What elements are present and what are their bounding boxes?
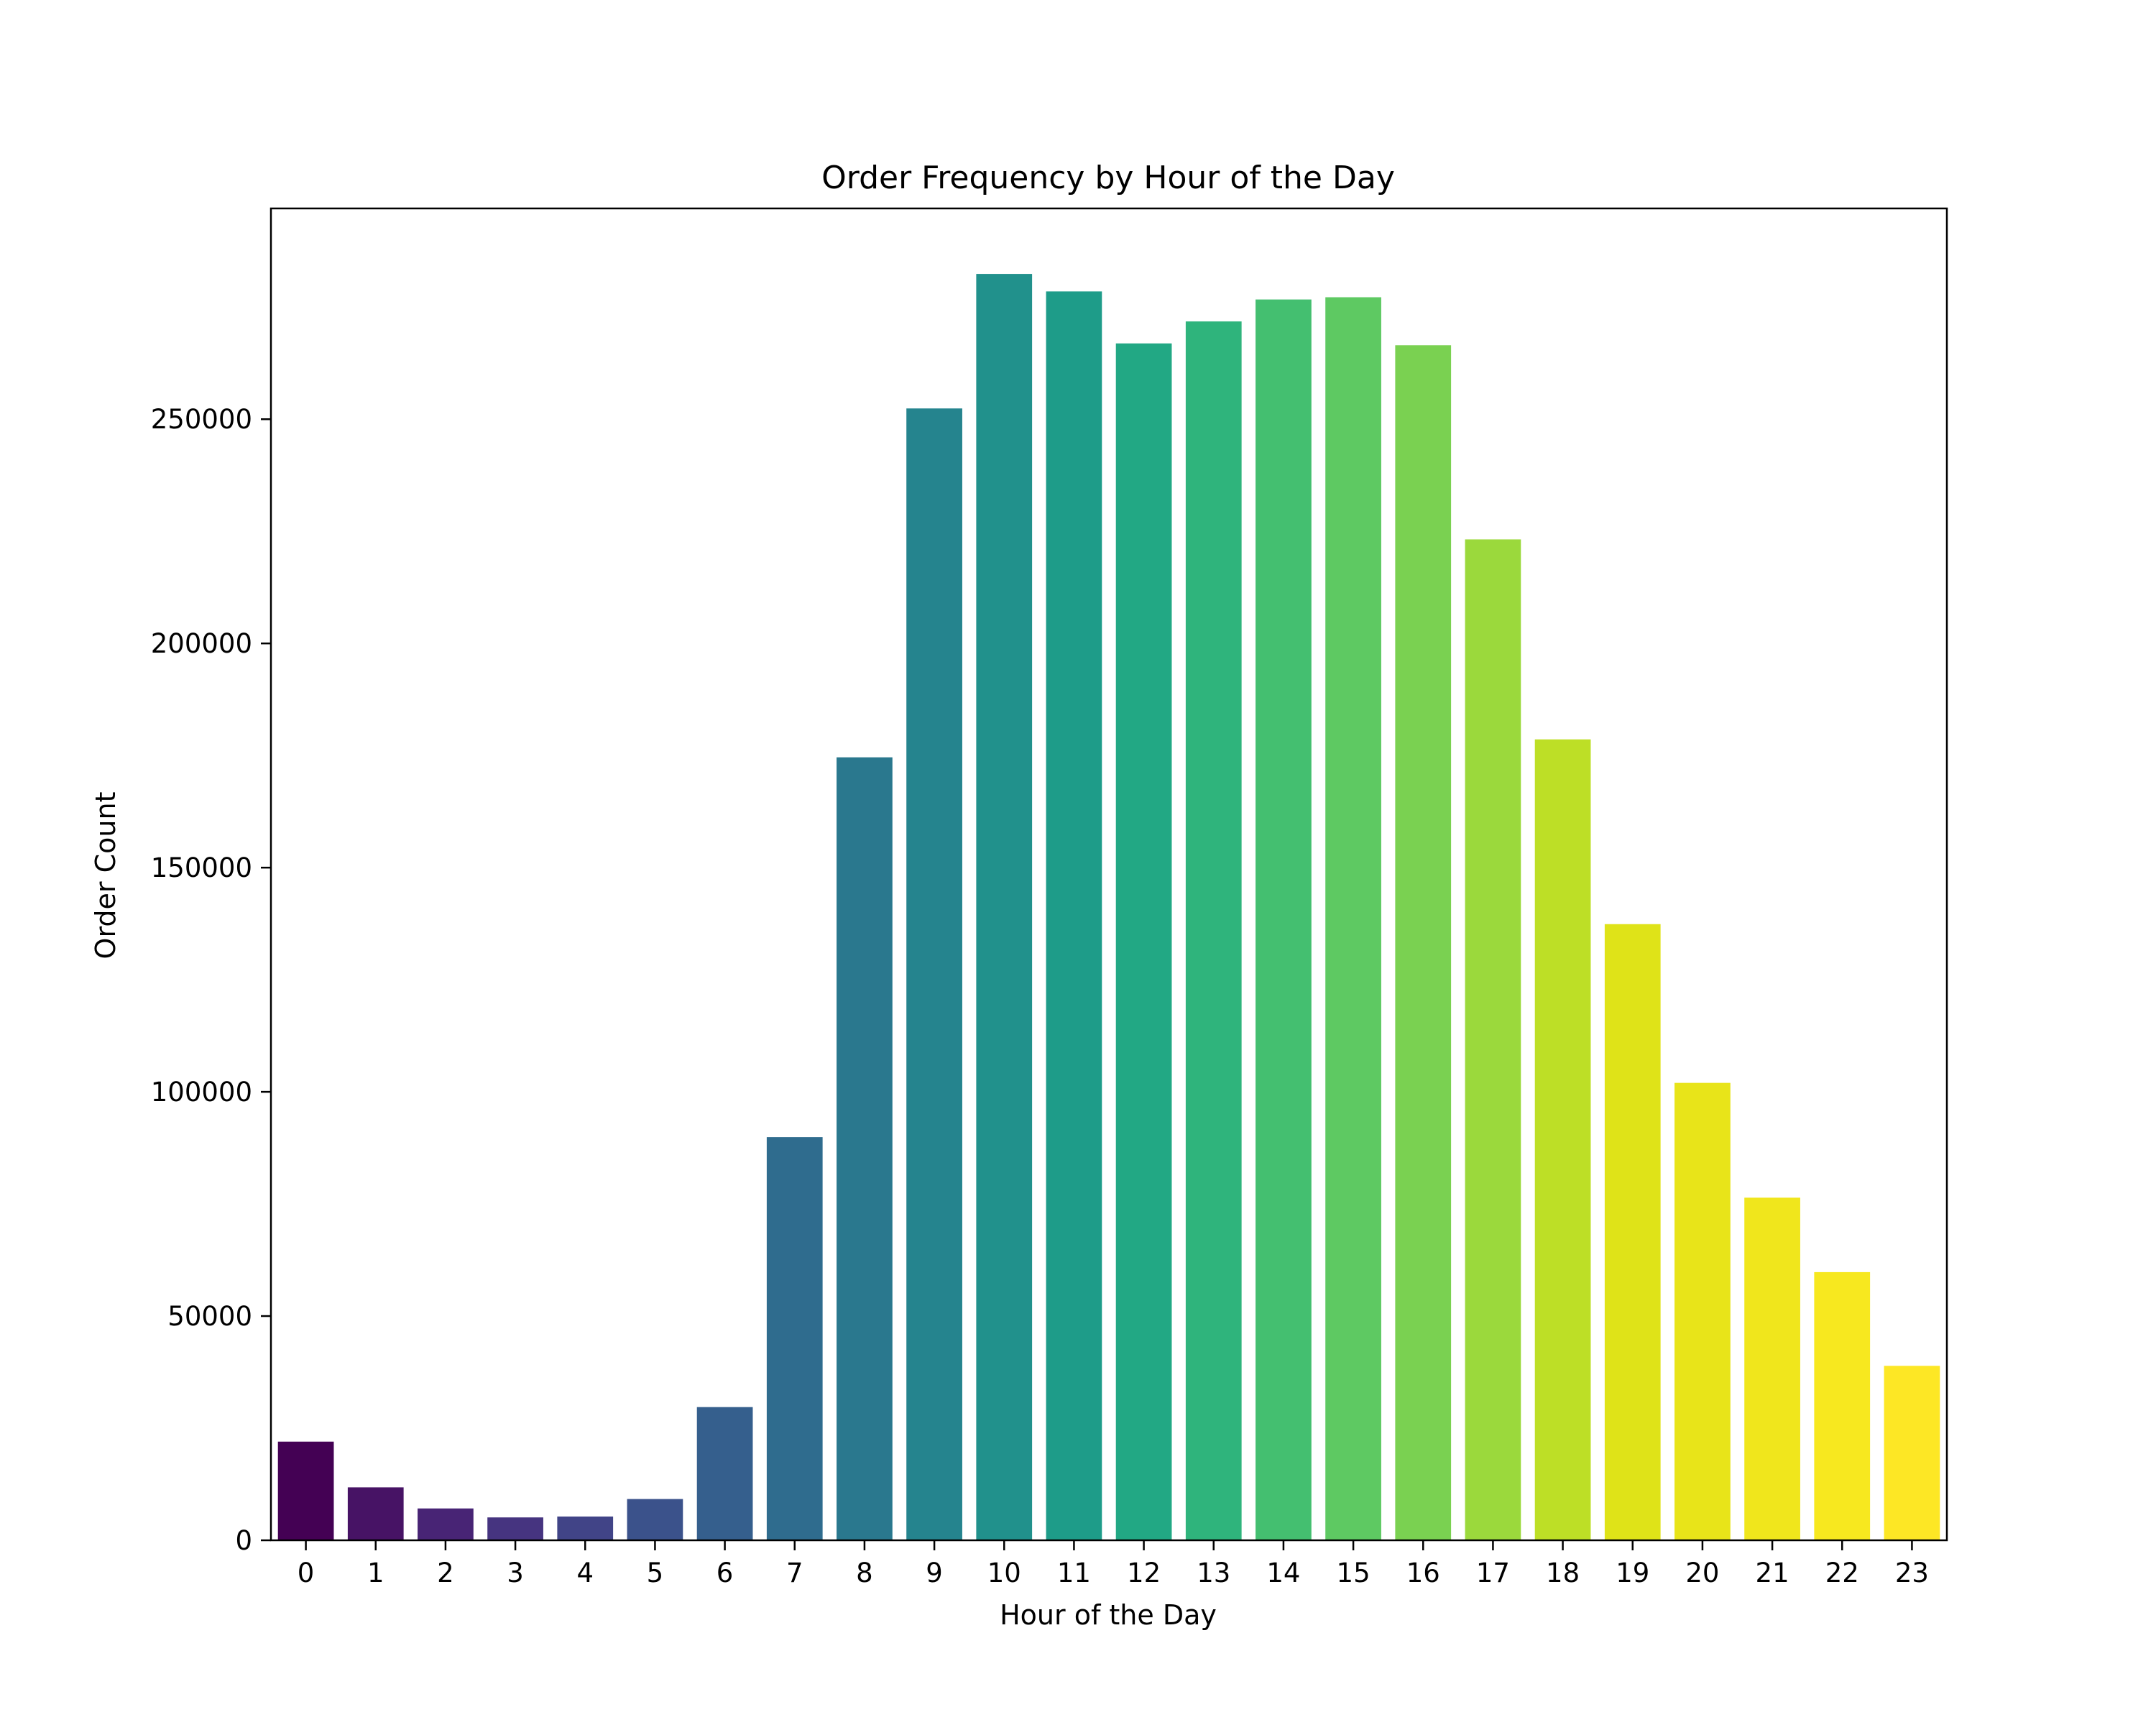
x-tick-label: 14 — [1266, 1558, 1300, 1588]
chart-title: Order Frequency by Hour of the Day — [821, 160, 1395, 196]
x-tick-label: 19 — [1616, 1558, 1649, 1588]
x-tick-label: 18 — [1546, 1558, 1580, 1588]
y-tick-label: 150000 — [151, 852, 252, 883]
bar-hour-6 — [696, 1407, 753, 1540]
y-tick-label: 200000 — [151, 628, 252, 659]
x-tick-label: 10 — [987, 1558, 1021, 1588]
x-tick-label: 1 — [367, 1558, 384, 1588]
bar-hour-10 — [976, 274, 1033, 1541]
x-tick-label: 4 — [576, 1558, 594, 1588]
bar-hour-14 — [1256, 299, 1312, 1541]
bar-hour-16 — [1395, 345, 1452, 1540]
x-tick-label: 2 — [437, 1558, 454, 1588]
y-tick-label: 250000 — [151, 404, 252, 435]
x-tick-label: 3 — [507, 1558, 524, 1588]
y-tick-label: 0 — [235, 1525, 252, 1556]
y-tick-label: 50000 — [167, 1301, 252, 1332]
bar-hour-20 — [1674, 1082, 1731, 1540]
bar-hour-15 — [1325, 297, 1381, 1540]
plot-frame — [270, 207, 1948, 1542]
x-tick-label: 17 — [1476, 1558, 1510, 1588]
bar-hour-3 — [487, 1517, 543, 1540]
x-tick-label: 12 — [1127, 1558, 1161, 1588]
bar-hour-22 — [1814, 1271, 1871, 1540]
x-axis-label: Hour of the Day — [1000, 1599, 1217, 1631]
x-tick-label: 7 — [786, 1558, 803, 1588]
bar-hour-19 — [1604, 924, 1661, 1540]
x-tick-label: 9 — [926, 1558, 943, 1588]
x-axis-ticks: 0 1 2 3 4 5 6 7 8 9 10 11 12 13 14 15 16 17 18 19 20 21 22 23 — [298, 1540, 1929, 1588]
x-tick-label: 20 — [1685, 1558, 1719, 1588]
x-tick-label: 6 — [717, 1558, 734, 1588]
bar-hour-4 — [557, 1516, 614, 1540]
bar-hour-11 — [1046, 291, 1102, 1540]
bar-hour-23 — [1884, 1366, 1940, 1540]
x-tick-label: 5 — [647, 1558, 664, 1588]
x-tick-label: 15 — [1337, 1558, 1370, 1588]
x-tick-label: 11 — [1057, 1558, 1091, 1588]
y-axis-ticks: 0 50000 100000 150000 200000 250000 — [151, 404, 271, 1556]
bar-hour-5 — [627, 1499, 683, 1540]
x-tick-label: 21 — [1756, 1558, 1789, 1588]
bars-group — [277, 274, 1940, 1541]
x-tick-label: 22 — [1825, 1558, 1859, 1588]
bar-hour-0 — [277, 1441, 334, 1540]
y-axis-label: Order Count — [90, 792, 121, 960]
x-tick-label: 0 — [298, 1558, 315, 1588]
bar-hour-21 — [1744, 1197, 1800, 1540]
y-tick-label: 100000 — [151, 1077, 252, 1108]
bar-hour-1 — [347, 1487, 404, 1540]
bar-hour-17 — [1465, 539, 1521, 1541]
bar-hour-9 — [906, 408, 962, 1540]
bar-hour-18 — [1534, 739, 1591, 1540]
x-tick-label: 23 — [1895, 1558, 1929, 1588]
bar-hour-8 — [837, 757, 893, 1540]
x-tick-label: 13 — [1197, 1558, 1230, 1588]
x-tick-label: 16 — [1406, 1558, 1440, 1588]
bar-hour-12 — [1115, 343, 1172, 1540]
bar-hour-2 — [418, 1508, 474, 1540]
bar-hour-13 — [1185, 321, 1242, 1540]
bar-hour-7 — [766, 1137, 823, 1540]
x-tick-label: 8 — [856, 1558, 873, 1588]
